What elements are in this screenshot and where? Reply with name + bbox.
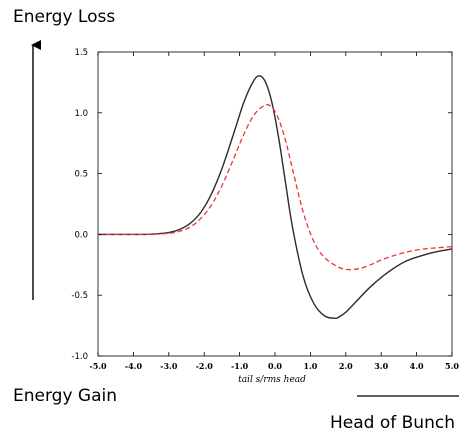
x-tick-label: 1.0 (303, 361, 317, 371)
y-tick-label: 1.5 (74, 48, 88, 58)
y-tick-label: -0.5 (71, 291, 88, 301)
x-axis-label: tail s/rms head (238, 375, 306, 385)
x-tick-label: 2.0 (339, 361, 353, 371)
series-dashed-line (97, 104, 453, 271)
y-tick-label: 0.0 (74, 230, 88, 240)
x-tick-label: -2.0 (196, 361, 214, 371)
tick-layer: -5.0 -4.0 -3.0 -2.0 -1.0 0.0 1.0 2.0 3.0 4.0 5.0 -1… (71, 48, 459, 371)
x-tick-label: -3.0 (160, 361, 178, 371)
head-of-bunch-label: Head of Bunch (330, 413, 455, 433)
x-tick-label: 4.0 (410, 361, 424, 371)
x-tick-label: -4.0 (125, 361, 143, 371)
x-tick-label: 5.0 (445, 361, 459, 371)
x-tick-label: -1.0 (231, 361, 249, 371)
x-tick-label: 0.0 (268, 361, 282, 371)
plot-frame (97, 51, 453, 357)
x-tick-label: 3.0 (374, 361, 388, 371)
energy-loss-label: Energy Loss (13, 7, 116, 27)
y-tick-label: 0.5 (74, 170, 88, 180)
y-tick-label: -1.0 (71, 352, 88, 362)
energy-gain-label: Energy Gain (13, 386, 118, 406)
series-solid-line (97, 75, 453, 320)
series-layer (97, 75, 453, 320)
plot-border (97, 51, 453, 357)
x-tick-label: -5.0 (89, 361, 107, 371)
y-tick-label: 1.0 (74, 109, 88, 119)
